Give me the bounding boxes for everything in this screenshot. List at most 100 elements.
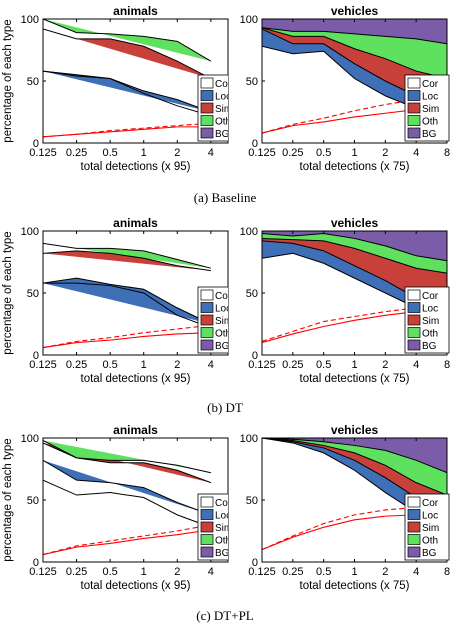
y-tick-label: 50 <box>246 76 258 88</box>
y-tick-label: 50 <box>27 495 39 507</box>
y-tick-label: 100 <box>21 226 39 238</box>
y-tick-label: 50 <box>27 288 39 300</box>
dashed-red-line <box>262 95 447 134</box>
dashed-red-line <box>43 524 211 556</box>
y-tick-label: 100 <box>240 433 258 445</box>
y-tick-label: 0 <box>252 557 258 569</box>
caption-baseline: (a) Baseline <box>194 190 257 205</box>
y-tick-label: 50 <box>27 76 39 88</box>
dashed-red-line <box>262 302 447 342</box>
area-loc <box>43 460 211 515</box>
panel-title: vehicles <box>331 4 379 18</box>
legend-label-cor: Cor <box>215 498 232 509</box>
legend-label-loc: Loc <box>215 304 231 315</box>
x-tick-label: 2 <box>174 147 180 159</box>
legend-label-loc: Loc <box>422 511 438 522</box>
x-tick-label: 0.125 <box>29 147 57 159</box>
x-tick-label: 0.5 <box>102 147 117 159</box>
legend-swatch-loc <box>407 509 421 520</box>
area-sim <box>262 238 447 301</box>
y-tick-label: 50 <box>246 495 258 507</box>
legend-label-sim: Sim <box>422 316 439 327</box>
legend-label-sim: Sim <box>422 523 439 534</box>
legend-swatch-oth <box>407 115 421 126</box>
legend-label-cor: Cor <box>215 79 232 90</box>
boundary-cor <box>43 479 212 528</box>
x-tick-label: 8 <box>444 566 450 578</box>
x-tick-label: 4 <box>208 566 214 578</box>
panel-title: vehicles <box>331 216 379 230</box>
area-sim <box>262 27 447 106</box>
legend-swatch-loc <box>407 90 421 101</box>
area-cor <box>262 438 447 562</box>
area-bg <box>262 438 447 473</box>
legend-swatch-cor <box>200 77 214 89</box>
y-tick-label: 100 <box>240 14 258 26</box>
x-tick-label: 0.25 <box>282 359 303 371</box>
legend-swatch-oth <box>407 327 421 338</box>
y-axis-label: percentage of each type <box>2 438 14 561</box>
legend-swatch-sim <box>200 314 214 326</box>
area-oth <box>43 440 211 473</box>
legend-label-cor: Cor <box>422 291 439 302</box>
x-tick-label: 1 <box>351 359 357 371</box>
x-tick-label: 2 <box>382 566 388 578</box>
y-tick-label: 0 <box>33 557 39 569</box>
panel-title: animals <box>113 423 158 437</box>
legend-label-loc: Loc <box>422 92 438 103</box>
x-tick-label: 0.5 <box>102 359 117 371</box>
caption-dt: (b) DT <box>207 400 243 415</box>
x-tick-label: 1 <box>351 147 357 159</box>
y-tick-label: 100 <box>21 433 39 445</box>
legend-swatch-oth <box>200 534 214 545</box>
legend-swatch-bg <box>200 546 214 558</box>
boundary-loc <box>43 459 212 516</box>
legend-swatch-bg <box>407 546 421 558</box>
legend-label-sim: Sim <box>215 523 232 534</box>
legend-label-oth: Oth <box>215 117 231 128</box>
x-axis-label: total detections (x 75) <box>300 161 410 173</box>
legend-swatch-loc <box>200 509 214 520</box>
area-oth <box>43 19 211 62</box>
area-sim <box>43 250 211 271</box>
chart-panel-2: 0.125 0.25 0.5 1 2 4 0 50 100 animals total detect… <box>2 216 232 385</box>
boundary-oth <box>43 19 212 62</box>
legend-label-oth: Oth <box>422 329 438 340</box>
x-tick-label: 4 <box>413 566 419 578</box>
boundary-cor <box>43 70 211 117</box>
boundary-loc <box>43 277 212 325</box>
x-axis-label: total detections (x 75) <box>300 373 410 385</box>
legend-label-oth: Oth <box>422 117 438 128</box>
legend-label-oth: Oth <box>215 536 231 547</box>
x-tick-label: 0.125 <box>248 359 276 371</box>
area-loc <box>262 28 447 116</box>
legend-label-cor: Cor <box>215 291 232 302</box>
dashed-red-line <box>43 122 211 138</box>
x-tick-label: 1 <box>141 359 147 371</box>
x-tick-label: 2 <box>174 566 180 578</box>
y-tick-label: 100 <box>21 14 39 26</box>
boundary-sim <box>43 28 212 79</box>
legend-swatch-oth <box>200 115 214 126</box>
boundary-oth <box>43 242 211 269</box>
x-tick-label: 0.5 <box>316 566 331 578</box>
area-cor <box>262 46 447 143</box>
legend-swatch-bg <box>407 339 421 351</box>
plot-area <box>262 19 447 143</box>
area-loc <box>262 240 447 313</box>
x-tick-label: 0.25 <box>66 147 87 159</box>
panel-title: vehicles <box>331 423 379 437</box>
x-tick-label: 0.25 <box>282 147 303 159</box>
legend-swatch-sim <box>200 521 214 533</box>
y-tick-label: 0 <box>252 138 258 150</box>
legend-label-bg: BG <box>215 341 230 352</box>
legend-swatch-cor <box>200 289 214 301</box>
legend-swatch-sim <box>200 102 214 114</box>
area-oth <box>262 438 447 496</box>
x-tick-label: 1 <box>351 566 357 578</box>
x-tick-label: 0.125 <box>29 359 57 371</box>
area-cor <box>43 283 211 328</box>
